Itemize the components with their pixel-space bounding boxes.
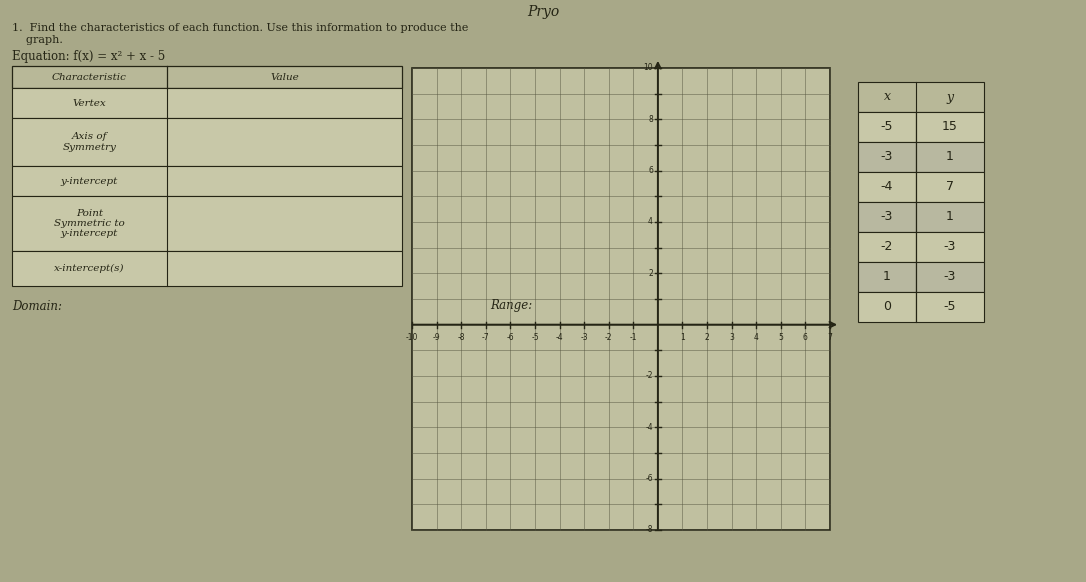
Text: Characteristic: Characteristic [52,73,127,81]
Text: 1: 1 [946,151,954,164]
Text: -3: -3 [944,271,956,283]
Bar [858,142,915,172]
Text: 15: 15 [942,120,958,133]
Text: graph.: graph. [12,35,63,45]
Bar [858,82,984,112]
Text: 1: 1 [883,271,891,283]
Text: -6: -6 [645,474,653,483]
Text: Value: Value [270,73,299,81]
Text: 8: 8 [648,115,653,124]
Text: 1: 1 [946,211,954,223]
Text: -5: -5 [531,333,539,342]
Bar [858,112,915,142]
Text: -3: -3 [580,333,588,342]
Text: -4: -4 [881,180,893,193]
Text: -9: -9 [433,333,441,342]
Bar [915,172,984,202]
Bar [915,112,984,142]
Text: x-intercept(s): x-intercept(s) [54,264,125,273]
Text: 2: 2 [648,269,653,278]
Text: -6: -6 [506,333,514,342]
Text: -2: -2 [645,371,653,381]
Text: 1.  Find the characteristics of each function. Use this information to produce t: 1. Find the characteristics of each func… [12,23,468,33]
Text: 2: 2 [705,333,709,342]
Text: -3: -3 [881,151,893,164]
Text: 4: 4 [754,333,759,342]
Text: y: y [946,90,954,104]
Text: -2: -2 [881,240,893,254]
Text: Vertex: Vertex [73,98,106,108]
Bar [858,292,915,322]
Text: -4: -4 [645,423,653,432]
Text: Equation: f(x) = x² + x - 5: Equation: f(x) = x² + x - 5 [12,50,165,63]
Text: Domain:: Domain: [12,300,62,313]
Text: 5: 5 [779,333,783,342]
Text: -2: -2 [605,333,613,342]
Bar [915,232,984,262]
Bar [915,292,984,322]
Text: -8: -8 [457,333,465,342]
Bar [12,196,402,251]
Text: 3: 3 [729,333,734,342]
Text: Range:: Range: [490,300,532,313]
Bar [12,251,402,286]
Bar [858,172,915,202]
Text: 1: 1 [680,333,685,342]
Bar [12,66,402,88]
Bar [915,142,984,172]
Bar [858,232,915,262]
Text: -8: -8 [645,526,653,534]
Text: 7: 7 [828,333,833,342]
Text: x: x [884,90,891,104]
Text: 4: 4 [648,218,653,226]
Text: 7: 7 [946,180,954,193]
Text: -1: -1 [630,333,637,342]
Text: -10: -10 [406,333,418,342]
Text: 10: 10 [643,63,653,73]
Bar [12,166,402,196]
Bar [858,202,915,232]
Text: -5: -5 [944,300,957,314]
Text: -3: -3 [944,240,956,254]
Bar [412,68,830,530]
Text: -5: -5 [881,120,894,133]
Bar [12,88,402,118]
Bar [915,202,984,232]
Text: -4: -4 [556,333,564,342]
Bar [12,118,402,166]
Text: y-intercept: y-intercept [61,176,118,186]
Bar [858,262,915,292]
Text: 0: 0 [883,300,891,314]
Text: Pryo: Pryo [527,5,559,19]
Text: Point
Symmetric to
y-intercept: Point Symmetric to y-intercept [54,208,125,239]
Text: Axis of
Symmetry: Axis of Symmetry [63,132,116,152]
Text: -7: -7 [482,333,490,342]
Text: 6: 6 [648,166,653,175]
Text: 6: 6 [803,333,808,342]
Text: -3: -3 [881,211,893,223]
Bar [915,262,984,292]
